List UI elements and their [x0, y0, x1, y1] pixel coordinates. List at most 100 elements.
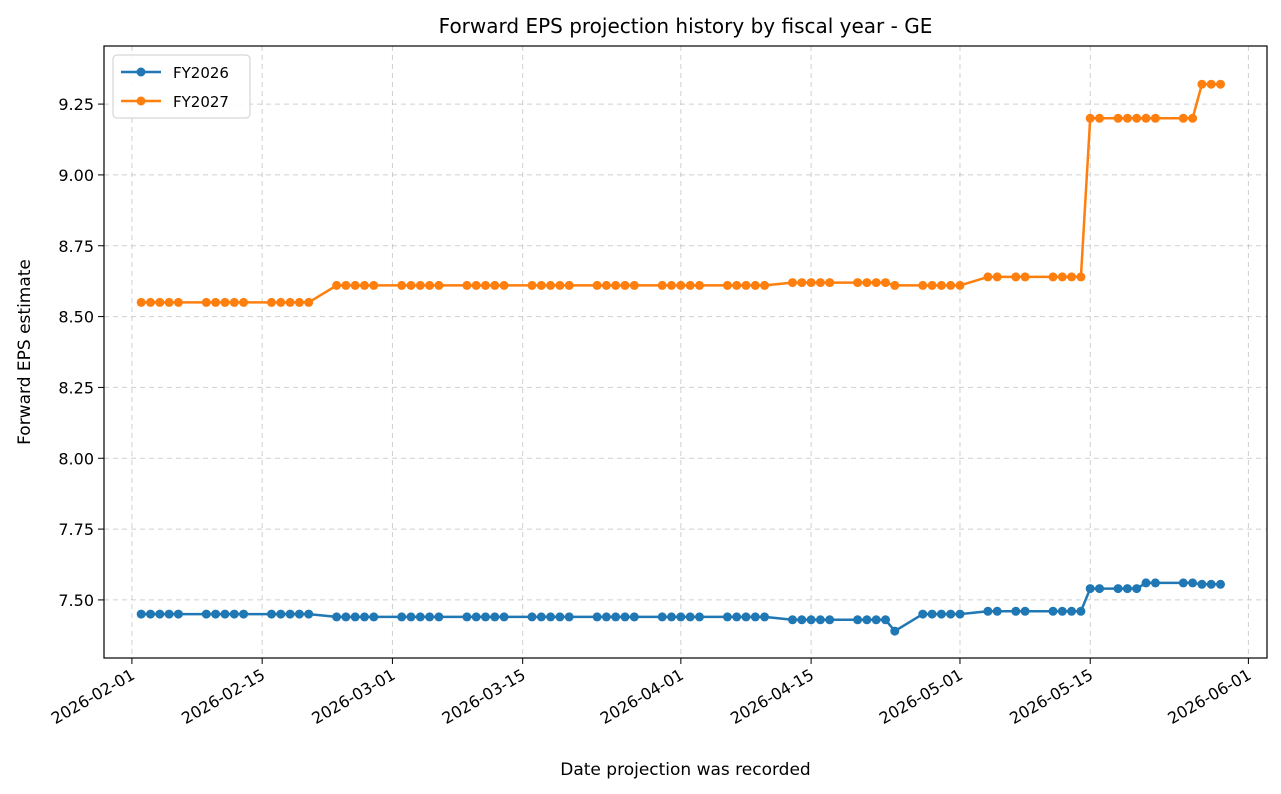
- data-point-fy2027: [332, 280, 342, 290]
- data-point-fy2027: [629, 280, 639, 290]
- data-point-fy2027: [304, 297, 314, 307]
- data-point-fy2026: [797, 615, 807, 625]
- data-point-fy2027: [229, 297, 239, 307]
- data-point-fy2026: [806, 615, 816, 625]
- data-point-fy2027: [462, 280, 472, 290]
- series-fy2027: [136, 79, 1225, 307]
- data-point-fy2026: [815, 615, 825, 625]
- data-point-fy2027: [211, 297, 221, 307]
- data-point-fy2026: [564, 612, 574, 622]
- data-point-fy2026: [629, 612, 639, 622]
- x-tick-label: 2026-05-15: [1006, 665, 1096, 728]
- data-point-fy2026: [825, 615, 835, 625]
- data-point-fy2026: [592, 612, 602, 622]
- series-fy2026: [136, 578, 1225, 636]
- data-point-fy2026: [546, 612, 556, 622]
- data-point-fy2027: [657, 280, 667, 290]
- data-point-fy2026: [499, 612, 509, 622]
- data-point-fy2026: [1085, 584, 1095, 594]
- data-point-fy2027: [685, 280, 695, 290]
- data-point-fy2027: [667, 280, 676, 290]
- x-tick-label: 2026-04-15: [727, 665, 817, 728]
- data-point-fy2026: [722, 612, 732, 622]
- data-point-fy2027: [294, 297, 304, 307]
- data-point-fy2027: [695, 280, 704, 290]
- data-point-fy2026: [760, 612, 770, 622]
- data-point-fy2026: [350, 612, 360, 622]
- data-point-fy2026: [285, 609, 295, 619]
- y-tick-label: 8.25: [58, 378, 94, 397]
- data-point-fy2026: [294, 609, 304, 619]
- x-tick-label: 2026-02-15: [178, 665, 268, 728]
- legend-marker-fy2027: [136, 96, 146, 106]
- data-point-fy2026: [1188, 578, 1198, 588]
- data-point-fy2027: [1076, 272, 1086, 282]
- data-point-fy2026: [304, 609, 314, 619]
- data-point-fy2026: [732, 612, 742, 622]
- data-point-fy2027: [397, 280, 407, 290]
- data-point-fy2027: [983, 272, 993, 282]
- data-point-fy2026: [741, 612, 751, 622]
- y-tick-label: 8.50: [58, 308, 94, 327]
- data-point-fy2026: [1048, 606, 1058, 616]
- data-point-fy2026: [1076, 606, 1086, 616]
- data-point-fy2026: [220, 609, 230, 619]
- data-point-fy2027: [750, 280, 760, 290]
- data-point-fy2026: [853, 615, 863, 625]
- y-tick-label: 8.75: [58, 237, 94, 256]
- data-point-fy2027: [732, 280, 742, 290]
- y-tick-label: 9.00: [58, 166, 94, 185]
- data-point-fy2027: [239, 297, 249, 307]
- data-point-fy2027: [992, 272, 1002, 282]
- data-point-fy2026: [406, 612, 416, 622]
- data-point-fy2026: [490, 612, 500, 622]
- data-point-fy2027: [1113, 113, 1123, 123]
- data-point-fy2027: [564, 280, 574, 290]
- data-point-fy2027: [499, 280, 509, 290]
- data-point-fy2026: [267, 609, 276, 619]
- data-point-fy2027: [173, 297, 183, 307]
- data-point-fy2027: [1141, 113, 1151, 123]
- data-point-fy2027: [1206, 79, 1216, 89]
- data-point-fy2027: [1150, 113, 1160, 123]
- legend-label-fy2027: FY2027: [173, 93, 229, 111]
- data-point-fy2026: [527, 612, 537, 622]
- data-point-fy2027: [360, 280, 369, 290]
- data-point-fy2027: [825, 278, 835, 288]
- data-point-fy2026: [890, 626, 900, 636]
- data-point-fy2026: [1057, 606, 1067, 616]
- data-point-fy2027: [918, 280, 928, 290]
- data-point-fy2026: [881, 615, 890, 625]
- x-tick-label: 2026-06-01: [1164, 665, 1254, 728]
- data-point-fy2026: [927, 609, 937, 619]
- x-axis: 2026-02-01 2026-02-15 2026-03-01 2026-03-15…: [48, 658, 1254, 728]
- data-point-fy2027: [481, 280, 490, 290]
- data-point-fy2026: [611, 612, 621, 622]
- data-point-fy2026: [1132, 584, 1142, 594]
- data-point-fy2027: [341, 280, 351, 290]
- data-point-fy2026: [946, 609, 956, 619]
- data-point-fy2026: [164, 609, 174, 619]
- data-point-fy2027: [350, 280, 360, 290]
- data-point-fy2026: [1095, 584, 1104, 594]
- data-point-fy2027: [1132, 113, 1142, 123]
- data-point-fy2026: [1067, 606, 1077, 616]
- legend: FY2026 FY2027: [112, 54, 251, 119]
- data-point-fy2027: [490, 280, 500, 290]
- data-point-fy2027: [434, 280, 444, 290]
- data-point-fy2026: [601, 612, 611, 622]
- data-point-fy2027: [676, 280, 686, 290]
- data-point-fy2027: [1178, 113, 1188, 123]
- data-point-fy2027: [1122, 113, 1132, 123]
- data-point-fy2026: [1178, 578, 1188, 588]
- data-point-fy2026: [536, 612, 546, 622]
- data-point-fy2026: [136, 609, 146, 619]
- data-point-fy2026: [676, 612, 686, 622]
- data-point-fy2027: [722, 280, 732, 290]
- series-layer: [136, 79, 1225, 636]
- data-point-fy2027: [164, 297, 174, 307]
- data-point-fy2026: [434, 612, 444, 622]
- data-point-fy2027: [146, 297, 155, 307]
- data-point-fy2027: [136, 297, 146, 307]
